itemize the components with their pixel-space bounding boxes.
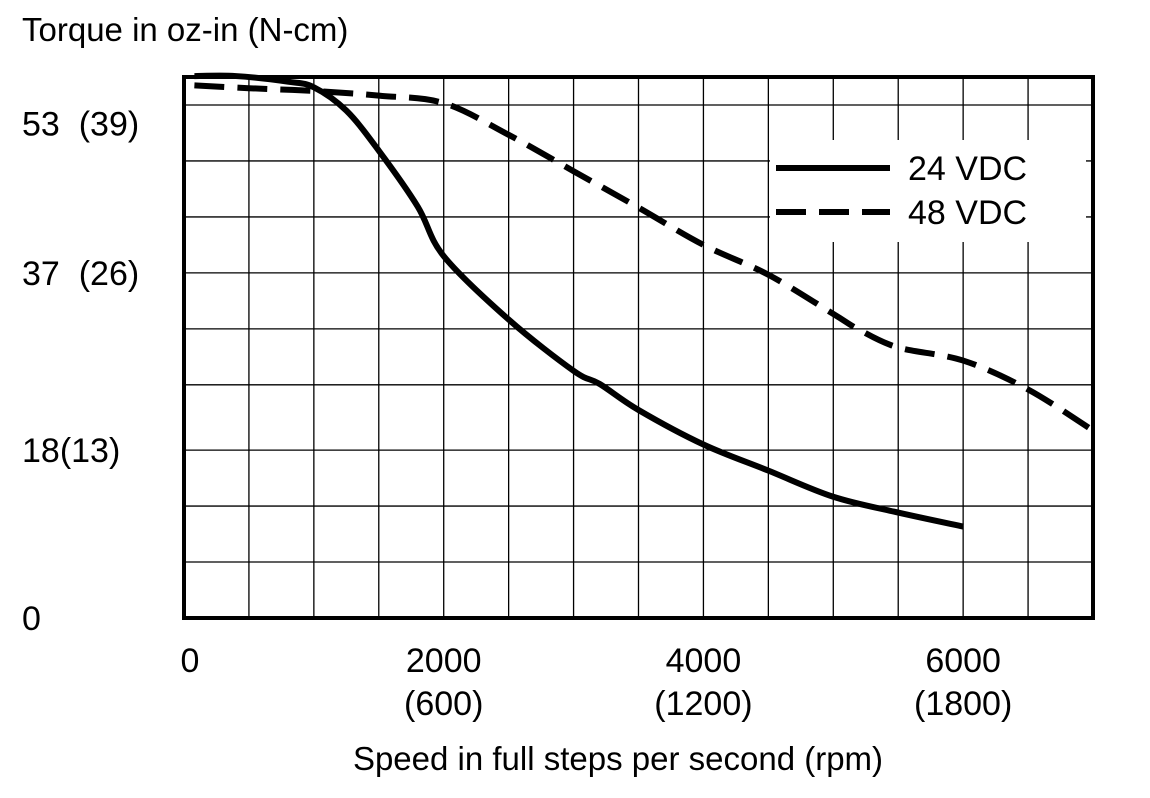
x-tick-sublabel: (600)	[404, 685, 483, 723]
x-tick-label: 4000	[666, 642, 742, 680]
y-tick-labels: 0 18(13) 37 (26) 53 (39)	[22, 106, 139, 638]
x-tick-labels: 0 2000 (600) 4000 (1200) 6000 (1800)	[181, 642, 1013, 723]
plot-frame	[182, 75, 1095, 620]
y-axis-title: Torque in oz-in (N-cm)	[22, 11, 348, 48]
x-axis-title: Speed in full steps per second (rpm)	[353, 740, 883, 777]
legend: 24 VDC 48 VDC	[770, 140, 1086, 242]
x-tick-label: 0	[181, 642, 200, 680]
series-line-48-vdc	[194, 82, 1095, 434]
y-tick-label: 18(13)	[22, 432, 120, 470]
y-tick-label: 53 (39)	[22, 106, 139, 144]
x-tick-label: 2000	[406, 642, 482, 680]
series-layer	[194, 72, 1095, 530]
legend-label: 48 VDC	[908, 194, 1027, 232]
x-tick-sublabel: (1800)	[914, 685, 1012, 723]
y-tick-label: 0	[22, 600, 41, 638]
y-tick-label: 37 (26)	[22, 255, 139, 293]
legend-label: 24 VDC	[908, 150, 1027, 188]
legend-background	[770, 140, 1086, 242]
series-line-24-vdc	[194, 72, 964, 530]
x-tick-sublabel: (1200)	[654, 685, 752, 723]
x-tick-label: 6000	[925, 642, 1001, 680]
